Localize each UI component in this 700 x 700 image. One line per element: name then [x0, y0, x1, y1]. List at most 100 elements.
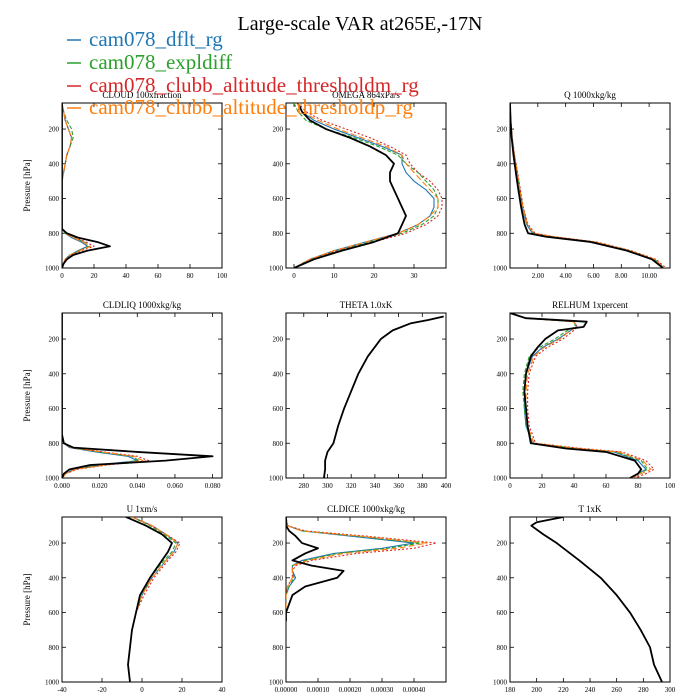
series-line-4	[510, 103, 665, 268]
y-tick-label: 400	[497, 370, 508, 378]
panel-title: CLDLIQ 1000xkg/kg	[103, 300, 182, 310]
series-line-1	[510, 313, 647, 478]
y-tick-label: 1000	[493, 265, 508, 273]
series-line-5	[323, 315, 444, 478]
x-tick-label: 100	[217, 272, 228, 280]
series-line-3	[62, 103, 95, 268]
y-tick-label: 800	[49, 440, 60, 448]
y-tick-label: 400	[497, 574, 508, 582]
x-tick-label: 30	[411, 272, 419, 280]
x-tick-label: 4.00	[560, 272, 573, 280]
panel-frame	[509, 102, 671, 269]
series-line-4	[510, 313, 652, 478]
series-line-1	[62, 103, 89, 268]
series-line-2	[323, 315, 444, 478]
series-group	[510, 313, 655, 478]
x-tick-label: 340	[370, 482, 381, 490]
series-line-1	[62, 313, 138, 478]
y-tick-label: 600	[49, 609, 60, 617]
y-tick-label: 400	[497, 160, 508, 168]
x-tick-label: 0.00000	[275, 686, 298, 694]
series-line-1	[286, 517, 415, 622]
panel-frame	[509, 516, 671, 683]
y-tick-label: 800	[497, 440, 508, 448]
panel-title: OMEGA 864xPa/s	[332, 90, 400, 100]
y-tick-label: 1000	[269, 265, 284, 273]
x-tick-label: -20	[97, 686, 107, 694]
panel-frame	[61, 516, 223, 683]
series-line-5	[286, 517, 345, 622]
y-tick-label: 600	[497, 405, 508, 413]
x-tick-label: 300	[665, 686, 676, 694]
series-line-4	[286, 517, 428, 622]
series-line-5	[293, 103, 407, 268]
series-line-3	[127, 517, 181, 682]
x-tick-label: 80	[187, 272, 195, 280]
x-tick-label: 40	[219, 686, 227, 694]
x-tick-label: 0.00030	[371, 686, 394, 694]
panel-title: Q 1000xkg/kg	[564, 90, 616, 100]
y-axis-label: Pressure [hPa]	[22, 369, 32, 421]
series-group	[323, 315, 444, 478]
series-line-5	[62, 103, 111, 268]
series-group	[62, 103, 111, 268]
y-tick-label: 600	[49, 405, 60, 413]
y-tick-label: 1000	[493, 679, 508, 687]
x-tick-label: 0.020	[92, 482, 108, 490]
x-tick-label: 240	[585, 686, 596, 694]
x-tick-label: 60	[603, 482, 611, 490]
panel-title: CLDICE 1000xkg/kg	[327, 504, 405, 514]
x-tick-label: 0.000	[54, 482, 70, 490]
y-axis-label: Pressure [hPa]	[22, 159, 32, 211]
x-tick-label: 10	[331, 272, 339, 280]
x-tick-label: 60	[155, 272, 163, 280]
panel-3: Q 1000xkg/kg 200 400 600 800 1000 2.00 4.00 6.00…	[493, 90, 671, 280]
series-group	[293, 103, 443, 268]
y-tick-label: 600	[273, 405, 284, 413]
y-tick-label: 600	[497, 195, 508, 203]
x-tick-label: 0	[60, 272, 64, 280]
legend-item: cam078_expldiff	[67, 50, 232, 74]
series-group	[286, 517, 437, 622]
x-tick-label: 6.00	[587, 272, 600, 280]
y-tick-label: 200	[273, 336, 284, 344]
series-line-2	[510, 103, 665, 268]
x-tick-label: 0.080	[205, 482, 221, 490]
series-line-5	[510, 103, 664, 268]
y-tick-label: 400	[49, 370, 60, 378]
x-tick-label: 20	[179, 686, 187, 694]
series-line-4	[62, 313, 144, 478]
x-tick-label: 40	[123, 272, 131, 280]
x-tick-label: 360	[393, 482, 404, 490]
x-tick-label: 0.00040	[403, 686, 426, 694]
x-tick-label: 0.00010	[307, 686, 330, 694]
panel-5: THETA 1.0xK 200 400 600 800 1000 280 300 320 340 3…	[269, 300, 452, 490]
series-line-5	[530, 517, 663, 682]
panel-8: CLDICE 1000xkg/kg 200 400 600 800 10000.00000…	[269, 504, 447, 694]
y-tick-label: 800	[49, 644, 60, 652]
y-tick-label: 400	[273, 574, 284, 582]
y-tick-label: 800	[273, 230, 284, 238]
x-tick-label: 2.00	[532, 272, 545, 280]
x-tick-label: 0	[292, 272, 296, 280]
y-tick-label: 200	[497, 540, 508, 548]
x-tick-label: -40	[57, 686, 67, 694]
panel-frame	[509, 312, 671, 479]
y-tick-label: 1000	[269, 475, 284, 483]
series-line-3	[286, 517, 437, 622]
series-group	[510, 103, 667, 268]
series-group	[62, 313, 214, 478]
x-tick-label: 280	[638, 686, 649, 694]
x-tick-label: 280	[299, 482, 310, 490]
panel-title: T 1xK	[578, 504, 602, 514]
x-tick-label: 180	[505, 686, 516, 694]
y-tick-label: 600	[273, 609, 284, 617]
y-tick-label: 600	[49, 195, 60, 203]
panel-title: RELHUM 1xpercent	[552, 300, 628, 310]
x-tick-label: 20	[539, 482, 547, 490]
series-line-3	[510, 103, 667, 268]
series-group	[530, 517, 663, 682]
